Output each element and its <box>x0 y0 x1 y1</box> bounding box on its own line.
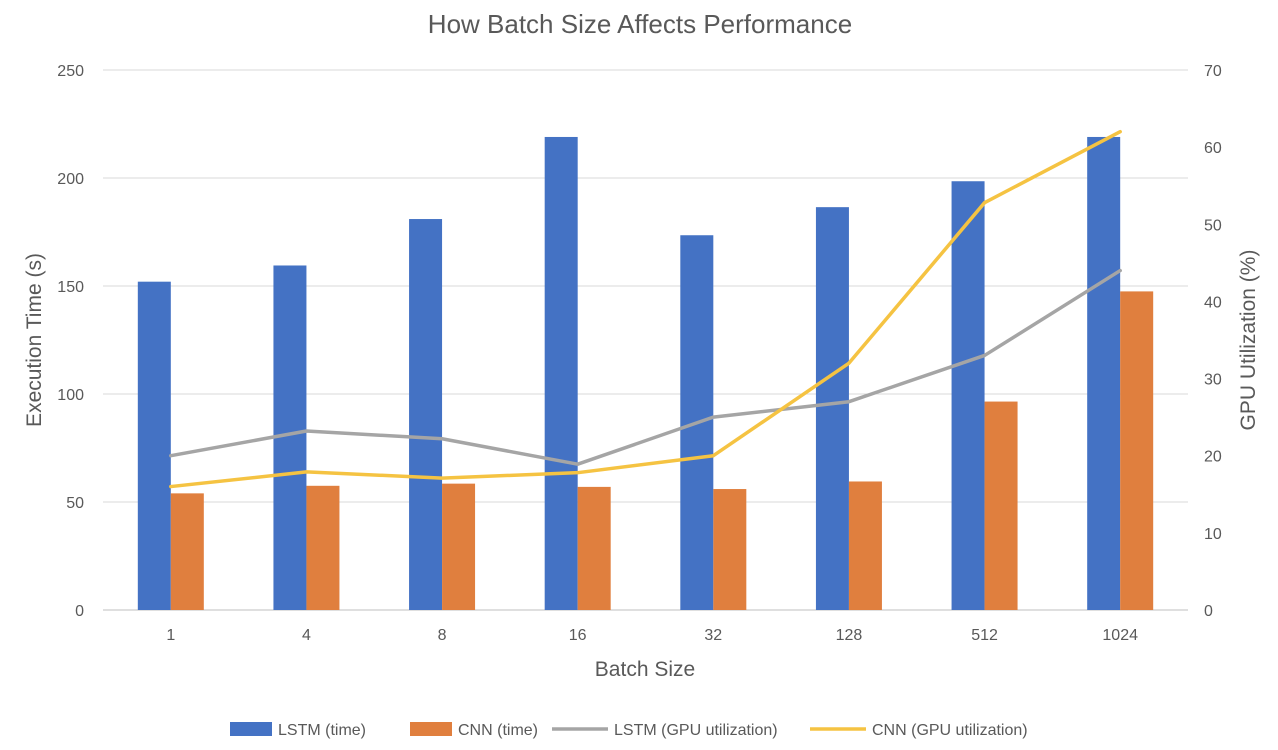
bar-cnn-time <box>306 485 340 610</box>
gridlines <box>103 69 1188 611</box>
y-axis-right-title: GPU Utilization (%) <box>1237 250 1260 431</box>
bar-cnn-time <box>1120 291 1154 610</box>
legend: LSTM (time) CNN (time) LSTM (GPU utilizati… <box>230 722 1028 739</box>
legend-swatch <box>230 722 272 736</box>
x-axis-ticks: 1 4 8 16 32 128 512 1024 <box>166 627 1138 644</box>
y-tick-label: 200 <box>57 171 84 188</box>
bar-lstm-time <box>544 136 578 610</box>
y2-tick-label: 60 <box>1204 140 1222 157</box>
bar-cnn-time <box>170 493 204 610</box>
x-tick-label: 512 <box>971 627 998 644</box>
x-axis-title: Batch Size <box>595 658 695 681</box>
y2-tick-label: 20 <box>1204 449 1222 466</box>
bar-lstm-time <box>815 207 849 610</box>
line-lstm-gpu-utilization <box>169 268 1122 466</box>
x-tick-label: 8 <box>438 627 447 644</box>
y-tick-label: 100 <box>57 387 84 404</box>
legend-swatch <box>410 722 452 736</box>
legend-entry: LSTM (GPU utilization) <box>614 722 778 739</box>
legend-entry: CNN (time) <box>458 722 538 739</box>
y2-tick-label: 30 <box>1204 372 1222 389</box>
y-tick-label: 150 <box>57 279 84 296</box>
x-tick-label: 32 <box>704 627 722 644</box>
bar-cnn-time <box>713 489 747 610</box>
x-tick-label: 128 <box>836 627 863 644</box>
bar-lstm-time <box>951 181 985 611</box>
y-tick-label: 0 <box>75 603 84 620</box>
legend-entry: LSTM (time) <box>278 722 366 739</box>
chart-title: How Batch Size Affects Performance <box>428 9 852 39</box>
x-tick-label: 1024 <box>1102 627 1138 644</box>
y-tick-label: 50 <box>66 495 84 512</box>
x-tick-label: 16 <box>569 627 587 644</box>
y-axis-left-ticks: 0 50 100 150 200 250 <box>57 63 84 620</box>
bar-cnn-time <box>984 401 1018 610</box>
y-tick-label: 250 <box>57 63 84 80</box>
line-cnn-gpu-utilization <box>169 129 1122 489</box>
bar-cnn-time <box>442 483 476 610</box>
bar-cnn-time <box>577 486 611 610</box>
y2-tick-label: 0 <box>1204 603 1213 620</box>
bar-cnn-time <box>848 481 882 610</box>
bar-lstm-time <box>137 281 171 610</box>
bar-lstm-time <box>1087 136 1121 610</box>
lines <box>169 129 1122 489</box>
bar-lstm-time <box>409 219 443 611</box>
x-tick-label: 1 <box>166 627 175 644</box>
y-axis-right-ticks: 0 10 20 30 40 50 60 70 <box>1204 63 1222 620</box>
y2-tick-label: 10 <box>1204 526 1222 543</box>
y2-tick-label: 40 <box>1204 294 1222 311</box>
bars <box>137 136 1154 611</box>
y-axis-left-title: Execution Time (s) <box>23 253 46 427</box>
x-tick-label: 4 <box>302 627 311 644</box>
legend-entry: CNN (GPU utilization) <box>872 722 1028 739</box>
y2-tick-label: 50 <box>1204 217 1222 234</box>
y2-tick-label: 70 <box>1204 63 1222 80</box>
